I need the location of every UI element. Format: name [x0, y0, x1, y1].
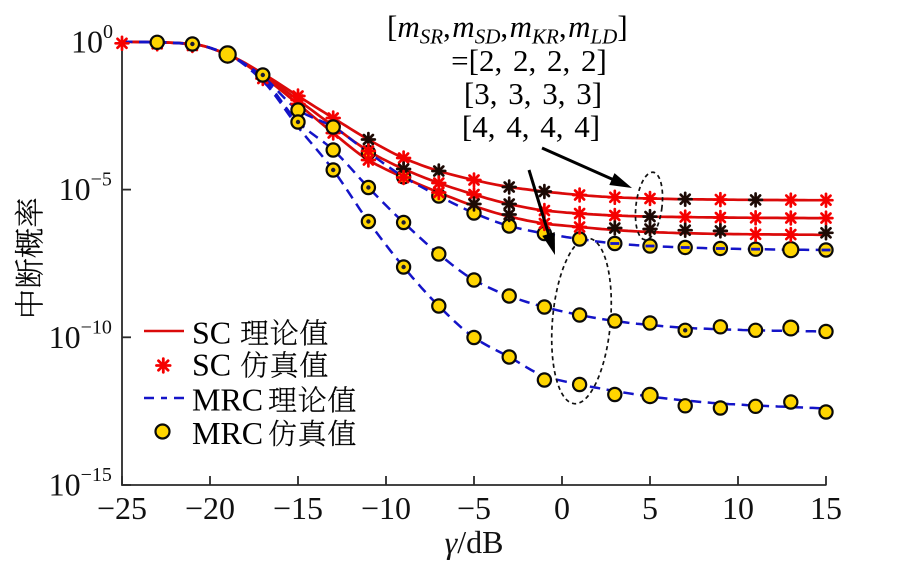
svg-text:=[2, 2, 2, 2]: =[2, 2, 2, 2] — [451, 43, 607, 78]
svg-text:0: 0 — [103, 21, 113, 43]
svg-text:10: 10 — [59, 171, 91, 207]
svg-text:0: 0 — [554, 490, 570, 526]
svg-text:MRC: MRC — [192, 382, 263, 418]
svg-text:SC: SC — [192, 315, 231, 351]
svg-text:−20: −20 — [185, 490, 235, 526]
svg-text:−25: −25 — [97, 490, 147, 526]
svg-text:10: 10 — [722, 490, 754, 526]
svg-text:10: 10 — [49, 319, 81, 355]
svg-text:−15: −15 — [273, 490, 323, 526]
svg-text:15: 15 — [810, 490, 842, 526]
svg-text:−10: −10 — [361, 490, 411, 526]
svg-text:10: 10 — [49, 467, 81, 503]
svg-text:5: 5 — [642, 490, 658, 526]
svg-text:MRC: MRC — [192, 415, 263, 451]
svg-text:γ/dB: γ/dB — [445, 524, 504, 560]
svg-text:10: 10 — [71, 24, 103, 60]
svg-text:−5: −5 — [91, 169, 112, 191]
svg-text:−5: −5 — [457, 490, 491, 526]
svg-text:SC: SC — [192, 347, 231, 383]
svg-text:−10: −10 — [81, 316, 112, 338]
svg-text:−15: −15 — [81, 464, 112, 486]
